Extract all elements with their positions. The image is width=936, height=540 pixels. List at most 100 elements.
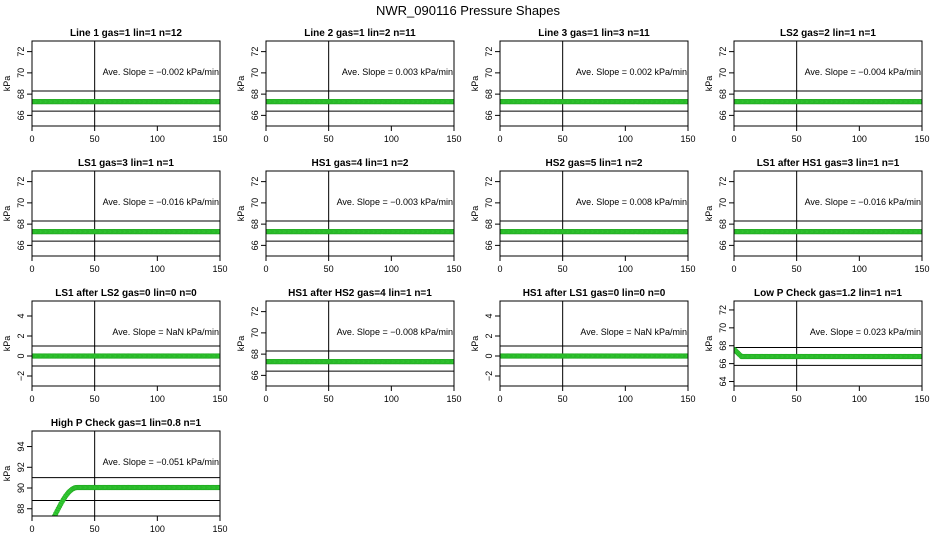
slope-annotation: Ave. Slope = 0.023 kPa/min: [810, 327, 921, 337]
y-tick-label: 68: [484, 89, 494, 99]
x-tick-label: 150: [680, 264, 695, 274]
panel-13: High P Check gas=1 lin=0.8 n=1 0 50 100 150 8…: [2, 418, 228, 534]
x-tick-label: 50: [90, 394, 100, 404]
panel-title: HS1 after LS1 gas=0 lin=0 n=0: [523, 288, 666, 299]
x-tick-label: 100: [150, 264, 165, 274]
x-tick-label: 50: [90, 524, 100, 534]
y-tick-label: 72: [484, 47, 494, 57]
y-tick-label: 66: [250, 370, 260, 380]
y-tick-label: 72: [718, 177, 728, 187]
panel-10: HS1 after HS2 gas=4 lin=1 n=1 0 50 100 150 66…: [236, 288, 462, 404]
slope-annotation: Ave. Slope = 0.008 kPa/min: [576, 197, 687, 207]
y-tick-label: 90: [16, 483, 26, 493]
y-axis-label: kPa: [236, 336, 246, 352]
x-tick-label: 100: [852, 264, 867, 274]
x-tick-label: 50: [792, 134, 802, 144]
data-points: [734, 346, 922, 360]
x-tick-label: 100: [150, 134, 165, 144]
plot-area: [32, 431, 220, 516]
y-tick-label: 66: [718, 110, 728, 120]
y-tick-label: 68: [718, 219, 728, 229]
y-tick-label: 72: [718, 47, 728, 57]
x-tick-label: 100: [384, 394, 399, 404]
figure-title: NWR_090116 Pressure Shapes: [376, 3, 561, 18]
y-axis-label: kPa: [470, 206, 480, 222]
data-points: [32, 98, 220, 105]
plot-area: [734, 41, 922, 126]
x-tick-label: 50: [324, 264, 334, 274]
x-tick-label: 150: [914, 134, 929, 144]
plot-area: [500, 301, 688, 386]
y-tick-label: 66: [484, 110, 494, 120]
y-axis-label: kPa: [2, 76, 12, 92]
data-point: [685, 353, 688, 359]
slope-annotation: Ave. Slope = −0.008 kPa/min: [337, 327, 453, 337]
x-tick-label: 100: [150, 394, 165, 404]
data-point: [451, 99, 454, 105]
y-axis-label: kPa: [2, 206, 12, 222]
x-tick-label: 0: [263, 394, 268, 404]
x-tick-label: 0: [29, 394, 34, 404]
x-tick-label: 150: [680, 134, 695, 144]
y-tick-label: −2: [484, 371, 494, 381]
data-points: [734, 98, 922, 105]
panel-12: Low P Check gas=1.2 lin=1 n=1 0 50 100 150 64…: [704, 288, 930, 404]
data-points: [266, 229, 454, 235]
data-point: [919, 99, 922, 105]
data-points: [266, 359, 454, 365]
data-points: [500, 229, 688, 235]
y-tick-label: 70: [16, 68, 26, 78]
x-tick-label: 150: [446, 134, 461, 144]
y-axis-label: kPa: [2, 336, 12, 352]
y-tick-label: 94: [16, 442, 26, 452]
slope-annotation: Ave. Slope = −0.051 kPa/min: [103, 457, 219, 467]
y-tick-label: 72: [718, 305, 728, 315]
y-tick-label: 68: [250, 349, 260, 359]
y-tick-label: 70: [718, 68, 728, 78]
plot-frame: [31, 430, 221, 517]
plot-frame: [265, 300, 455, 387]
y-axis-label: kPa: [2, 466, 12, 482]
panel-4: LS2 gas=2 lin=1 n=1 0 50 100 150 66 68 70 72 kPa A…: [704, 28, 930, 144]
slope-annotation: Ave. Slope = NaN kPa/min: [112, 327, 219, 337]
plot-area: [266, 171, 454, 256]
plot-frame: [31, 300, 221, 387]
x-tick-label: 0: [497, 264, 502, 274]
panel-title: HS2 gas=5 lin=1 n=2: [546, 158, 643, 169]
plot-area: [32, 301, 220, 386]
data-points: [266, 98, 454, 105]
y-tick-label: 72: [16, 47, 26, 57]
x-tick-label: 100: [618, 134, 633, 144]
y-tick-label: 70: [250, 68, 260, 78]
y-tick-label: 66: [16, 240, 26, 250]
panel-title: Line 3 gas=1 lin=3 n=11: [538, 28, 650, 39]
y-tick-label: 88: [16, 504, 26, 514]
y-tick-label: 0: [16, 353, 26, 358]
x-tick-label: 0: [29, 134, 34, 144]
x-tick-label: 0: [731, 134, 736, 144]
x-tick-label: 50: [558, 264, 568, 274]
panel-3: Line 3 gas=1 lin=3 n=11 0 50 100 150 66 68 70 72…: [470, 28, 696, 144]
panel-title: Low P Check gas=1.2 lin=1 n=1: [754, 288, 902, 299]
y-axis-label: kPa: [704, 336, 714, 352]
y-tick-label: 0: [484, 353, 494, 358]
data-points: [32, 353, 220, 359]
x-tick-label: 50: [792, 264, 802, 274]
x-tick-label: 100: [384, 264, 399, 274]
plot-frame: [265, 40, 455, 127]
panel-9: LS1 after LS2 gas=0 lin=0 n=0 0 50 100 150 −2…: [2, 288, 228, 404]
y-tick-label: 72: [250, 47, 260, 57]
y-tick-label: 66: [718, 240, 728, 250]
x-tick-label: 150: [212, 524, 227, 534]
panel-title: Line 1 gas=1 lin=1 n=12: [70, 28, 182, 39]
x-tick-label: 0: [263, 264, 268, 274]
panel-title: LS1 gas=3 lin=1 n=1: [78, 158, 174, 169]
panel-11: HS1 after LS1 gas=0 lin=0 n=0 0 50 100 150 −2…: [470, 288, 696, 404]
y-tick-label: 68: [16, 219, 26, 229]
y-axis-label: kPa: [704, 76, 714, 92]
slope-annotation: Ave. Slope = −0.016 kPa/min: [103, 197, 219, 207]
plot-frame: [733, 40, 923, 127]
y-axis-label: kPa: [470, 336, 480, 352]
x-tick-label: 150: [212, 394, 227, 404]
